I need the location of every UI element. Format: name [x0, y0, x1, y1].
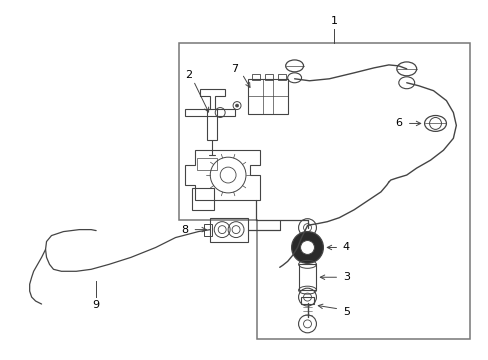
Bar: [204, 224, 212, 235]
Bar: [251, 74, 259, 80]
Bar: [264, 74, 272, 80]
Text: 7: 7: [231, 64, 238, 74]
Text: 1: 1: [330, 16, 337, 26]
Text: 2: 2: [184, 70, 192, 80]
Text: 3: 3: [342, 272, 349, 282]
Bar: [298, 264, 316, 290]
Circle shape: [300, 240, 314, 255]
Bar: [210, 218, 247, 242]
Bar: [192, 188, 214, 210]
Bar: [197, 158, 217, 170]
Text: 5: 5: [342, 307, 349, 317]
Bar: [300, 297, 314, 304]
Circle shape: [235, 104, 238, 107]
Text: 4: 4: [342, 243, 349, 252]
Text: 8: 8: [181, 225, 188, 235]
Bar: [247, 79, 287, 113]
Bar: [277, 74, 285, 80]
Text: 9: 9: [92, 300, 100, 310]
Text: 6: 6: [394, 118, 402, 129]
Circle shape: [291, 231, 323, 264]
